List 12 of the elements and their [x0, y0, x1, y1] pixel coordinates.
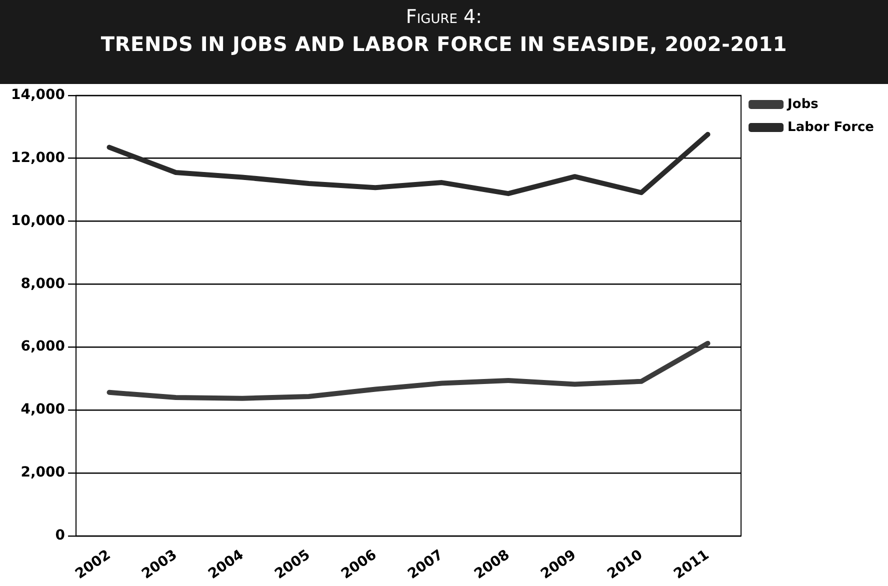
y-tick-label: 14,000: [10, 87, 66, 104]
chart-subtitle: TRENDS IN JOBS AND LABOR FORCE IN SEASIDE, 2002-2011: [100, 32, 788, 56]
chart-title: Figure 4:: [404, 6, 484, 28]
y-tick-label: 10,000: [10, 212, 66, 229]
y-tick-label: 6,000: [20, 338, 66, 355]
legend-label: Labor Force: [788, 120, 874, 135]
y-tick-label: 2,000: [20, 464, 66, 481]
legend-label: Jobs: [786, 96, 819, 112]
y-tick-label: 12,000: [10, 150, 66, 166]
y-tick-label: 0: [55, 528, 66, 544]
y-tick-label: 4,000: [20, 402, 66, 418]
y-tick-label: 8,000: [20, 276, 66, 292]
